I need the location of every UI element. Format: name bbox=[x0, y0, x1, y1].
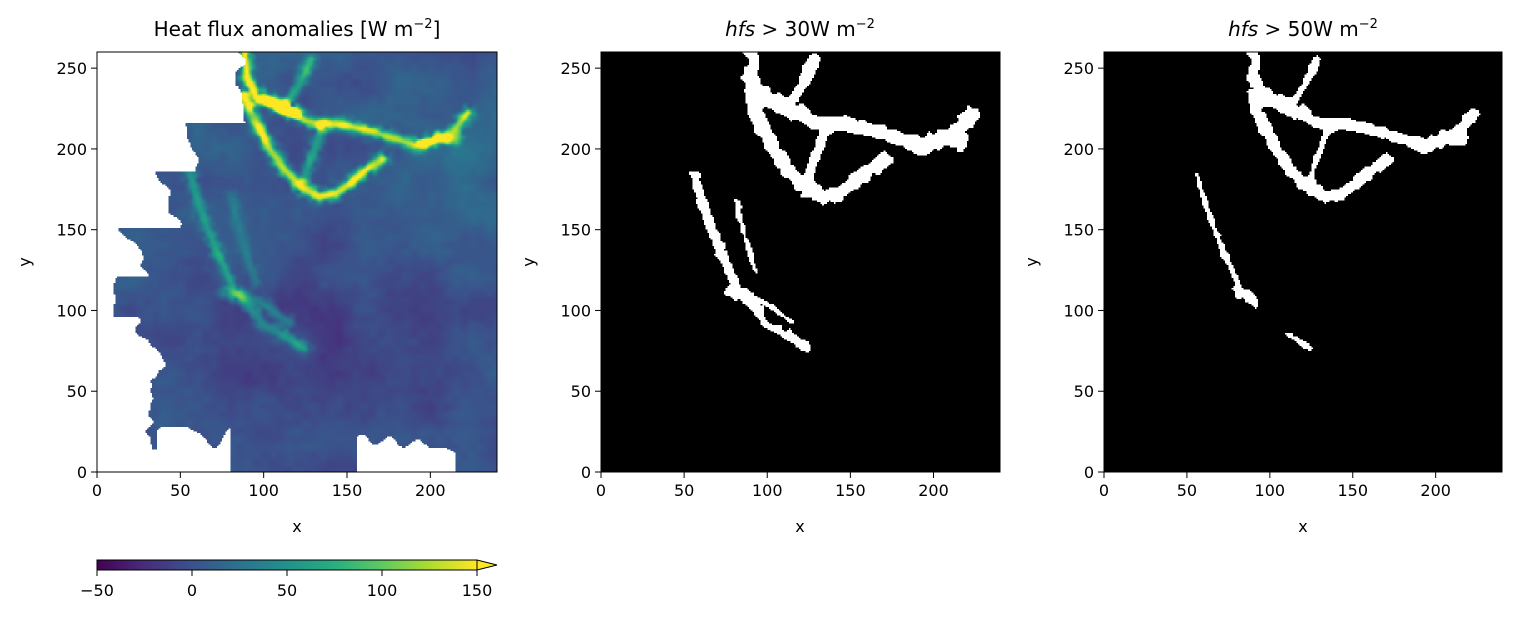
mask-image bbox=[1104, 52, 1502, 472]
panel-hfs-30: hfs > 30W m−2 0 50 100 150 200 0 50 100 150 200 25… bbox=[519, 17, 1001, 536]
x-tick-label: 200 bbox=[918, 481, 949, 500]
colorbar-tick-label: −50 bbox=[80, 581, 114, 600]
plot-frame bbox=[600, 51, 1001, 473]
y-tick-label: 250 bbox=[56, 59, 87, 78]
y-axis-label: y bbox=[15, 257, 34, 266]
y-tick-label: 50 bbox=[67, 382, 87, 401]
panel-2-title: hfs > 30W m−2 bbox=[725, 17, 875, 41]
y-tick-label: 200 bbox=[56, 140, 87, 159]
plot-frame bbox=[96, 51, 498, 473]
x-tick-label: 150 bbox=[835, 481, 866, 500]
panel-heat-flux: Heat flux anomalies [W m−2] 0 50 100 150 200… bbox=[15, 17, 498, 600]
x-tick-label: 200 bbox=[415, 481, 446, 500]
mask-image bbox=[601, 52, 1000, 472]
y-tick-label: 200 bbox=[1063, 140, 1094, 159]
axis-ticks: 0 50 100 150 200 0 50 100 150 200 250 bbox=[1063, 59, 1450, 500]
x-axis-label: x bbox=[1298, 517, 1307, 536]
y-tick-label: 150 bbox=[560, 221, 591, 240]
axis-ticks: 0 50 100 150 200 0 50 100 150 200 250 bbox=[560, 59, 948, 500]
y-axis-label: y bbox=[1022, 257, 1041, 266]
x-tick-label: 0 bbox=[92, 481, 102, 500]
x-tick-label: 150 bbox=[1337, 481, 1368, 500]
colorbar-ticks: −50 0 50 100 150 bbox=[80, 570, 492, 600]
x-tick-label: 50 bbox=[674, 481, 694, 500]
panel-hfs-50: hfs > 50W m−2 0 50 100 150 200 0 50 100 150 200 25… bbox=[1022, 17, 1503, 536]
panel-3-title: hfs > 50W m−2 bbox=[1228, 17, 1378, 41]
x-tick-label: 50 bbox=[170, 481, 190, 500]
colorbar-extend-arrow bbox=[476, 559, 498, 571]
panel-1-title: Heat flux anomalies [W m−2] bbox=[154, 17, 441, 41]
x-tick-label: 0 bbox=[1099, 481, 1109, 500]
y-tick-label: 0 bbox=[581, 463, 591, 482]
axis-ticks: 0 50 100 150 200 0 50 100 150 200 250 bbox=[56, 59, 445, 500]
x-tick-label: 100 bbox=[752, 481, 783, 500]
x-tick-label: 200 bbox=[1420, 481, 1451, 500]
x-tick-label: 100 bbox=[1255, 481, 1286, 500]
colorbar-gradient bbox=[97, 560, 477, 570]
y-tick-label: 150 bbox=[1063, 221, 1094, 240]
colorbar: −50 0 50 100 150 bbox=[80, 559, 498, 600]
y-tick-label: 250 bbox=[560, 59, 591, 78]
colorbar-tick-label: 50 bbox=[277, 581, 297, 600]
y-tick-label: 100 bbox=[56, 301, 87, 320]
y-tick-label: 0 bbox=[77, 463, 87, 482]
y-axis-label: y bbox=[519, 257, 538, 266]
y-tick-label: 0 bbox=[1084, 463, 1094, 482]
x-tick-label: 100 bbox=[248, 481, 279, 500]
heatmap-image bbox=[97, 52, 497, 472]
x-axis-label: x bbox=[795, 517, 804, 536]
y-tick-label: 200 bbox=[560, 140, 591, 159]
x-tick-label: 150 bbox=[332, 481, 363, 500]
y-tick-label: 250 bbox=[1063, 59, 1094, 78]
y-tick-label: 150 bbox=[56, 221, 87, 240]
colorbar-tick-label: 100 bbox=[367, 581, 398, 600]
y-tick-label: 50 bbox=[1074, 382, 1094, 401]
y-tick-label: 100 bbox=[1063, 301, 1094, 320]
colorbar-tick-label: 0 bbox=[187, 581, 197, 600]
x-tick-label: 50 bbox=[1177, 481, 1197, 500]
plot-frame bbox=[1103, 51, 1503, 473]
y-tick-label: 50 bbox=[571, 382, 591, 401]
colorbar-tick-label: 150 bbox=[462, 581, 493, 600]
x-axis-label: x bbox=[292, 517, 301, 536]
y-tick-label: 100 bbox=[560, 301, 591, 320]
x-tick-label: 0 bbox=[596, 481, 606, 500]
